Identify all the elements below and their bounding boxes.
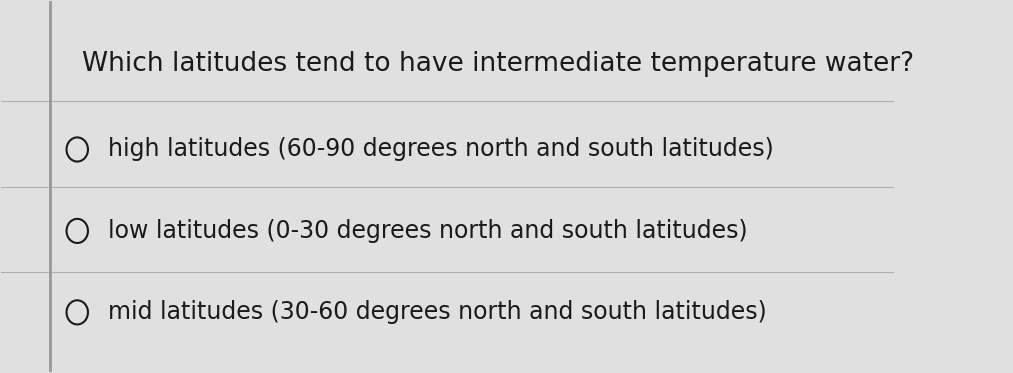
Text: mid latitudes (30-60 degrees north and south latitudes): mid latitudes (30-60 degrees north and s…	[108, 300, 767, 325]
Text: high latitudes (60-90 degrees north and south latitudes): high latitudes (60-90 degrees north and …	[108, 138, 774, 162]
Text: low latitudes (0-30 degrees north and south latitudes): low latitudes (0-30 degrees north and so…	[108, 219, 749, 243]
Text: Which latitudes tend to have intermediate temperature water?: Which latitudes tend to have intermediat…	[82, 51, 914, 77]
